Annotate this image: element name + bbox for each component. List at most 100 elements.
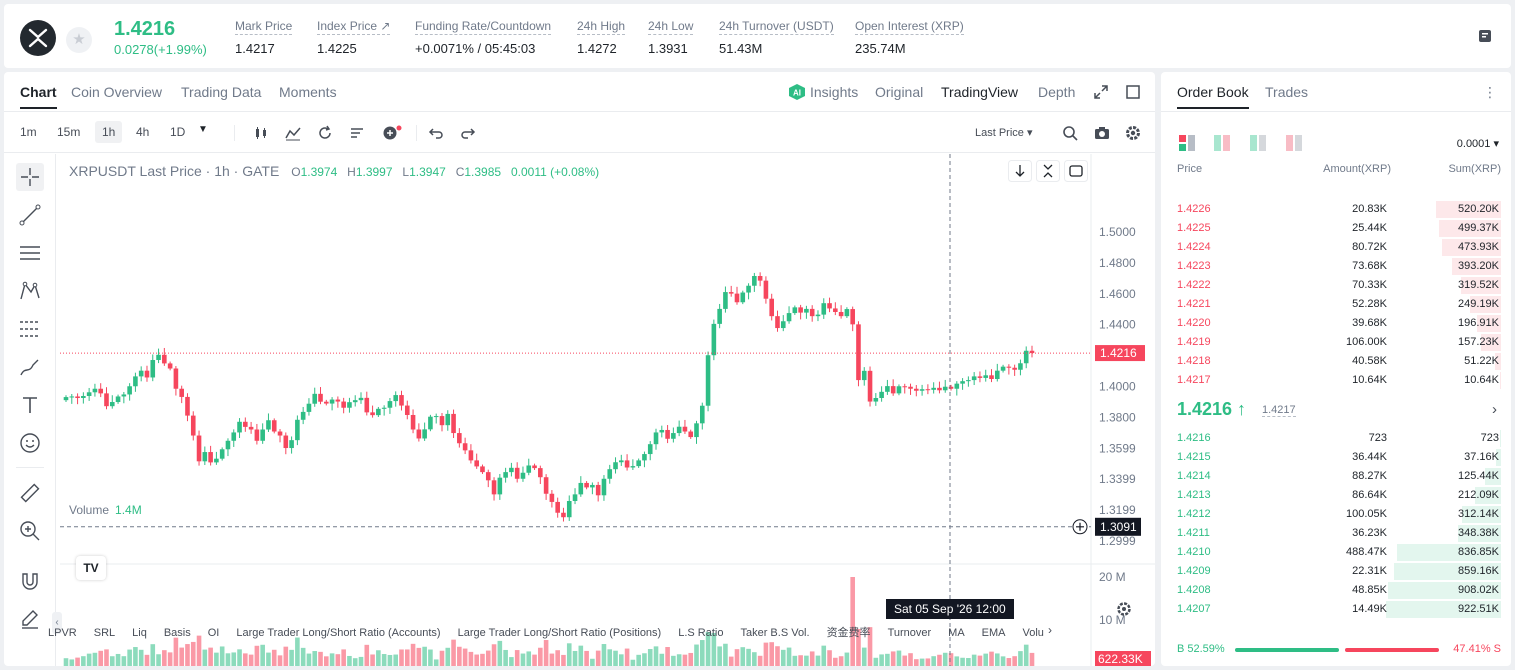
indicator-item[interactable]: EMA [981, 627, 1006, 639]
ask-row[interactable]: 1.4221 52.28K 249.19K [1161, 295, 1511, 314]
stat-label[interactable]: 24h Low [648, 19, 694, 35]
indicator-item[interactable]: Volu [1022, 627, 1044, 639]
price-source-select[interactable]: Last Price ▾ [975, 127, 1033, 139]
view-bids-icon[interactable] [1250, 135, 1266, 151]
bid-row[interactable]: 1.4216 723 723 [1161, 429, 1511, 448]
bid-row[interactable]: 1.4214 88.27K 125.44K [1161, 467, 1511, 486]
camera-icon[interactable] [1094, 125, 1110, 141]
interval-1m[interactable]: 1m [20, 125, 37, 139]
expand-icon[interactable] [1094, 85, 1108, 99]
view-asks-icon[interactable] [1286, 135, 1302, 151]
ask-row[interactable]: 1.4218 40.58K 51.22K [1161, 352, 1511, 371]
ask-row[interactable]: 1.4220 39.68K 196.91K [1161, 314, 1511, 333]
indicator-item[interactable]: Large Trader Long/Short Ratio (Accounts) [236, 627, 441, 639]
horizontal-lines-tool-icon[interactable] [16, 239, 44, 267]
indicator-item[interactable]: Liq [132, 627, 147, 639]
indicators-icon[interactable] [285, 125, 301, 141]
tab-trading-data[interactable]: Trading Data [181, 84, 262, 100]
tab-coin-overview[interactable]: Coin Overview [71, 84, 163, 100]
interval-1h[interactable]: 1h [95, 121, 123, 143]
emoji-tool-icon[interactable] [16, 429, 44, 457]
tradingview-logo-icon[interactable]: TV [76, 556, 106, 580]
stat-label[interactable]: Mark Price [235, 19, 293, 35]
bid-row[interactable]: 1.4209 22.31K 859.16K [1161, 562, 1511, 581]
precision-select[interactable]: 0.0001 ▾ [1456, 138, 1499, 150]
indicator-item[interactable]: Turnover [887, 627, 932, 639]
view-original[interactable]: Original [875, 84, 924, 100]
axis-settings-icon[interactable] [1116, 601, 1132, 617]
bid-row[interactable]: 1.4212 100.05K 312.14K [1161, 505, 1511, 524]
brush-tool-icon[interactable] [16, 353, 44, 381]
settings-gear-icon[interactable] [1125, 125, 1141, 141]
ask-row[interactable]: 1.4226 20.83K 520.20K [1161, 200, 1511, 219]
view-asks-bids-icon[interactable] [1214, 135, 1230, 151]
collapse-toolbar-icon[interactable]: ‹ [52, 612, 62, 634]
notebook-icon[interactable] [1477, 28, 1493, 44]
pattern-tool-icon[interactable] [16, 277, 44, 305]
bid-row[interactable]: 1.4215 36.44K 37.16K [1161, 448, 1511, 467]
tab-order-book[interactable]: Order Book [1177, 84, 1249, 109]
zoom-in-tool-icon[interactable] [16, 517, 44, 545]
interval-1d[interactable]: 1D [170, 125, 186, 139]
indicator-item[interactable]: OI [207, 627, 220, 639]
maximize-pane-icon[interactable] [1064, 160, 1088, 182]
stat-label[interactable]: 24h Turnover (USDT) [719, 19, 834, 35]
add-alert-icon[interactable] [382, 125, 404, 141]
search-icon[interactable] [1062, 125, 1078, 141]
view-insights[interactable]: Insights [810, 84, 859, 100]
bid-row[interactable]: 1.4211 36.23K 348.38K [1161, 524, 1511, 543]
view-tradingview[interactable]: TradingView [941, 84, 1019, 100]
candle-type-icon[interactable] [253, 125, 269, 141]
tab-trades[interactable]: Trades [1265, 84, 1309, 100]
bid-row[interactable]: 1.4207 14.49K 922.51K [1161, 600, 1511, 619]
collapse-pane-icon[interactable] [1036, 160, 1060, 182]
indicator-item[interactable]: SRL [93, 627, 116, 639]
ask-row[interactable]: 1.4217 10.64K 10.64K [1161, 371, 1511, 390]
magnet-tool-icon[interactable] [16, 567, 44, 595]
favorite-star-icon[interactable]: ★ [66, 27, 92, 53]
bid-row[interactable]: 1.4213 86.64K 212.09K [1161, 486, 1511, 505]
tab-moments[interactable]: Moments [279, 84, 337, 100]
text-tool-icon[interactable] [16, 391, 44, 419]
view-depth[interactable]: Depth [1038, 84, 1076, 100]
indicator-item[interactable]: 资金费率 [826, 627, 871, 639]
undo-icon[interactable] [428, 125, 444, 141]
indicator-item[interactable]: Basis [163, 627, 191, 639]
redo-icon[interactable] [460, 125, 476, 141]
indicator-item[interactable]: Taker B.S Vol. [740, 627, 810, 639]
bid-row[interactable]: 1.4210 488.47K 836.85K [1161, 543, 1511, 562]
trendline-tool-icon[interactable] [16, 201, 44, 229]
scroll-down-icon[interactable] [1008, 160, 1032, 182]
ask-row[interactable]: 1.4219 106.00K 157.23K [1161, 333, 1511, 352]
interval-4h[interactable]: 4h [136, 125, 150, 139]
tab-chart[interactable]: Chart [20, 84, 57, 109]
indicator-item[interactable]: Large Trader Long/Short Ratio (Positions… [457, 627, 662, 639]
interval-15m[interactable]: 15m [57, 125, 81, 139]
ask-row[interactable]: 1.4223 73.68K 393.20K [1161, 257, 1511, 276]
lock-drawing-tool-icon[interactable] [16, 604, 44, 632]
stat-label[interactable]: Open Interest (XRP) [855, 19, 964, 35]
ask-row[interactable]: 1.4224 80.72K 473.93K [1161, 238, 1511, 257]
ruler-tool-icon[interactable] [16, 479, 44, 507]
chevron-right-icon[interactable]: › [1492, 401, 1497, 418]
template-icon[interactable] [349, 125, 365, 141]
ask-row[interactable]: 1.4225 25.44K 499.37K [1161, 219, 1511, 238]
interval-dropdown-icon[interactable]: ▼ [198, 124, 208, 135]
stat-label[interactable]: Funding Rate/Countdown [415, 19, 552, 35]
indicator-item[interactable]: LPVR [48, 627, 77, 639]
window-icon[interactable] [1126, 85, 1140, 99]
indicator-scroll-icon[interactable]: › [1048, 623, 1052, 637]
more-menu-icon[interactable]: ⋮ [1483, 84, 1497, 100]
ask-row[interactable]: 1.4222 70.33K 319.52K [1161, 276, 1511, 295]
fib-tool-icon[interactable] [16, 315, 44, 343]
stat-label[interactable]: 24h High [577, 19, 626, 35]
view-both-icon[interactable] [1179, 135, 1195, 151]
crosshair-tool-icon[interactable] [16, 163, 44, 191]
stat-label[interactable]: Index Price ↗ [317, 19, 391, 35]
volume-bar [665, 647, 670, 666]
price-chart[interactable]: 1.50001.48001.46001.44001.42001.40001.38… [4, 154, 1155, 666]
refresh-icon[interactable] [317, 125, 333, 141]
indicator-item[interactable]: MA [948, 627, 965, 639]
indicator-item[interactable]: L.S Ratio [678, 627, 724, 639]
bid-row[interactable]: 1.4208 48.85K 908.02K [1161, 581, 1511, 600]
